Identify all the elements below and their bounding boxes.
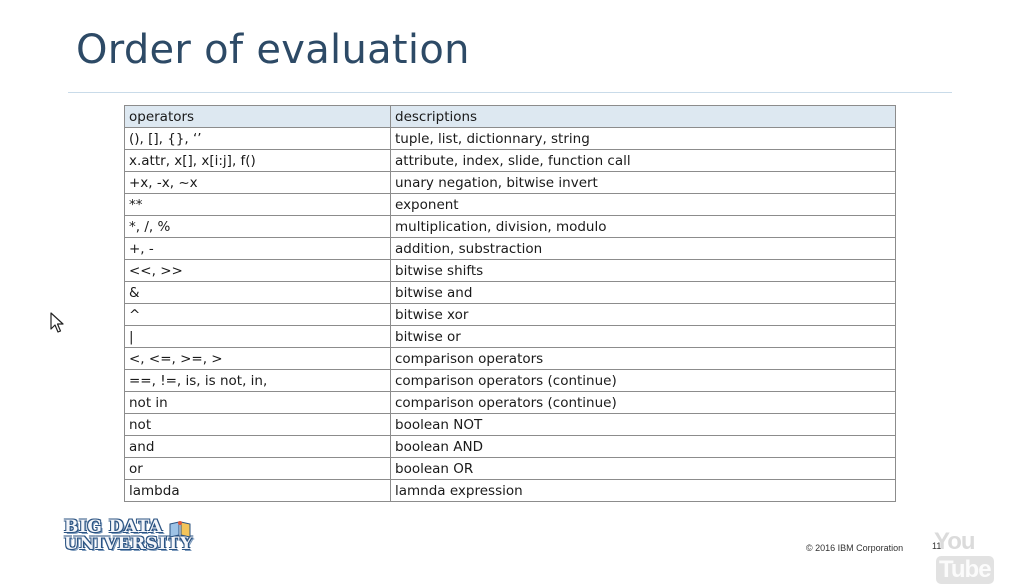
operator-cell: **	[124, 193, 391, 216]
description-cell: bitwise xor	[390, 303, 896, 326]
operator-table-container: operators descriptions (), [], {}, ‘’ tup…	[124, 105, 896, 502]
operator-cell: |	[124, 325, 391, 348]
operator-cell: x.attr, x[], x[i:j], f()	[124, 149, 391, 172]
operator-cell: *, /, %	[124, 215, 391, 238]
operator-cell: <, <=, >=, >	[124, 347, 391, 370]
table-header-row: operators descriptions	[124, 105, 896, 128]
table-row: ^ bitwise xor	[124, 303, 896, 326]
description-cell: boolean NOT	[390, 413, 896, 436]
operator-cell: not	[124, 413, 391, 436]
table-row: ** exponent	[124, 193, 896, 216]
operator-precedence-table: operators descriptions (), [], {}, ‘’ tup…	[124, 105, 896, 502]
table-row: +, - addition, substraction	[124, 237, 896, 260]
table-row: *, /, % multiplication, division, modulo	[124, 215, 896, 238]
description-cell: unary negation, bitwise invert	[390, 171, 896, 194]
table-row: not boolean NOT	[124, 413, 896, 436]
table-row: <, <=, >=, > comparison operators	[124, 347, 896, 370]
table-row: & bitwise and	[124, 281, 896, 304]
youtube-watermark-icon[interactable]: YouTube	[934, 528, 1017, 584]
watermark-you: You	[934, 528, 976, 555]
page-number: 11	[932, 541, 942, 551]
title-divider	[68, 92, 952, 93]
operator-cell: not in	[124, 391, 391, 414]
operator-cell: ==, !=, is, is not, in,	[124, 369, 391, 392]
description-cell: attribute, index, slide, function call	[390, 149, 896, 172]
table-row: and boolean AND	[124, 435, 896, 458]
table-row: lambda lamnda expression	[124, 479, 896, 502]
table-row: or boolean OR	[124, 457, 896, 480]
description-cell: boolean OR	[390, 457, 896, 480]
logo-line-2: UNIVERSITY	[64, 534, 193, 554]
description-cell: bitwise or	[390, 325, 896, 348]
table-row: +x, -x, ~x unary negation, bitwise invert	[124, 171, 896, 194]
operator-cell: &	[124, 281, 391, 304]
big-data-university-logo: BIG DATA UNIVERSITY	[64, 519, 194, 559]
operator-cell: and	[124, 435, 391, 458]
description-cell: addition, substraction	[390, 237, 896, 260]
operator-cell: +, -	[124, 237, 391, 260]
description-cell: exponent	[390, 193, 896, 216]
book-icon	[169, 521, 191, 538]
description-cell: multiplication, division, modulo	[390, 215, 896, 238]
table-row: x.attr, x[], x[i:j], f() attribute, index…	[124, 149, 896, 172]
table-row: <<, >> bitwise shifts	[124, 259, 896, 282]
table-body: (), [], {}, ‘’ tuple, list, dictionnary, …	[124, 127, 896, 502]
slide-title: Order of evaluation	[76, 27, 470, 73]
description-cell: comparison operators (continue)	[390, 391, 896, 414]
mouse-cursor-icon	[50, 312, 64, 333]
description-cell: comparison operators	[390, 347, 896, 370]
table-row: (), [], {}, ‘’ tuple, list, dictionnary, …	[124, 127, 896, 150]
table-row: ==, !=, is, is not, in, comparison operat…	[124, 369, 896, 392]
description-cell: tuple, list, dictionnary, string	[390, 127, 896, 150]
operator-cell: or	[124, 457, 391, 480]
table-row: | bitwise or	[124, 325, 896, 348]
description-cell: bitwise and	[390, 281, 896, 304]
header-operators: operators	[124, 105, 391, 128]
watermark-tube: Tube	[936, 556, 994, 584]
logo-line-1: BIG DATA	[64, 517, 163, 537]
description-cell: lamnda expression	[390, 479, 896, 502]
operator-cell: ^	[124, 303, 391, 326]
copyright-notice: © 2016 IBM Corporation	[806, 543, 904, 553]
table-row: not in comparison operators (continue)	[124, 391, 896, 414]
description-cell: boolean AND	[390, 435, 896, 458]
description-cell: comparison operators (continue)	[390, 369, 896, 392]
operator-cell: +x, -x, ~x	[124, 171, 391, 194]
operator-cell: <<, >>	[124, 259, 391, 282]
description-cell: bitwise shifts	[390, 259, 896, 282]
operator-cell: lambda	[124, 479, 391, 502]
header-descriptions: descriptions	[390, 105, 896, 128]
operator-cell: (), [], {}, ‘’	[124, 127, 391, 150]
